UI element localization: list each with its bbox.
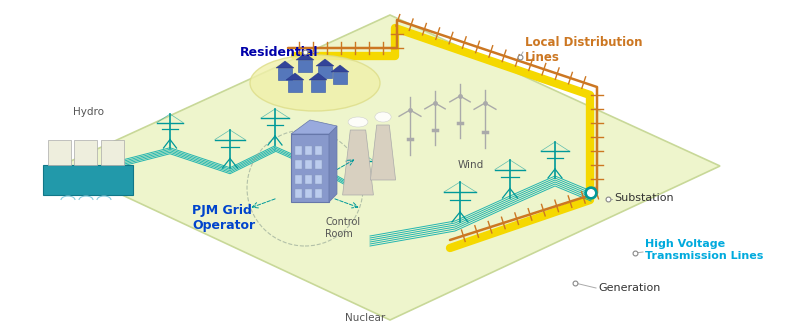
FancyBboxPatch shape <box>305 175 312 184</box>
FancyBboxPatch shape <box>295 189 302 198</box>
Text: Substation: Substation <box>614 193 674 203</box>
Ellipse shape <box>348 117 368 127</box>
Polygon shape <box>60 15 720 320</box>
FancyBboxPatch shape <box>278 68 292 80</box>
Polygon shape <box>370 125 396 180</box>
FancyBboxPatch shape <box>74 140 97 165</box>
FancyBboxPatch shape <box>318 66 332 78</box>
Circle shape <box>585 187 597 199</box>
Polygon shape <box>286 73 304 80</box>
Polygon shape <box>316 59 334 66</box>
FancyBboxPatch shape <box>305 189 312 198</box>
FancyBboxPatch shape <box>305 160 312 169</box>
Ellipse shape <box>250 55 380 111</box>
Text: Nuclear: Nuclear <box>345 313 385 323</box>
Text: Wind: Wind <box>458 160 484 170</box>
Text: High Voltage
Transmission Lines: High Voltage Transmission Lines <box>645 239 763 261</box>
FancyBboxPatch shape <box>48 140 71 165</box>
Ellipse shape <box>375 112 391 122</box>
Polygon shape <box>342 130 374 195</box>
FancyBboxPatch shape <box>315 189 322 198</box>
FancyBboxPatch shape <box>315 175 322 184</box>
FancyBboxPatch shape <box>43 165 133 195</box>
Text: Local Distribution
Lines: Local Distribution Lines <box>525 36 642 64</box>
Text: Hydro: Hydro <box>73 107 103 117</box>
Polygon shape <box>291 120 337 134</box>
Text: Residential: Residential <box>240 45 318 58</box>
FancyBboxPatch shape <box>295 175 302 184</box>
Polygon shape <box>0 100 90 220</box>
FancyBboxPatch shape <box>291 134 329 202</box>
Polygon shape <box>331 65 349 72</box>
FancyBboxPatch shape <box>295 160 302 169</box>
Polygon shape <box>296 53 314 60</box>
FancyBboxPatch shape <box>333 72 347 84</box>
FancyBboxPatch shape <box>101 140 124 165</box>
Polygon shape <box>309 73 327 80</box>
Text: PJM Grid
Operator: PJM Grid Operator <box>192 204 255 232</box>
FancyBboxPatch shape <box>315 160 322 169</box>
Circle shape <box>588 190 594 196</box>
Text: Control
Room: Control Room <box>325 217 360 239</box>
Polygon shape <box>276 61 294 68</box>
Text: Generation: Generation <box>598 283 660 293</box>
FancyBboxPatch shape <box>315 146 322 155</box>
FancyBboxPatch shape <box>311 80 325 92</box>
FancyBboxPatch shape <box>295 146 302 155</box>
FancyBboxPatch shape <box>305 146 312 155</box>
Polygon shape <box>329 126 337 202</box>
FancyBboxPatch shape <box>288 80 302 92</box>
FancyBboxPatch shape <box>298 60 312 72</box>
